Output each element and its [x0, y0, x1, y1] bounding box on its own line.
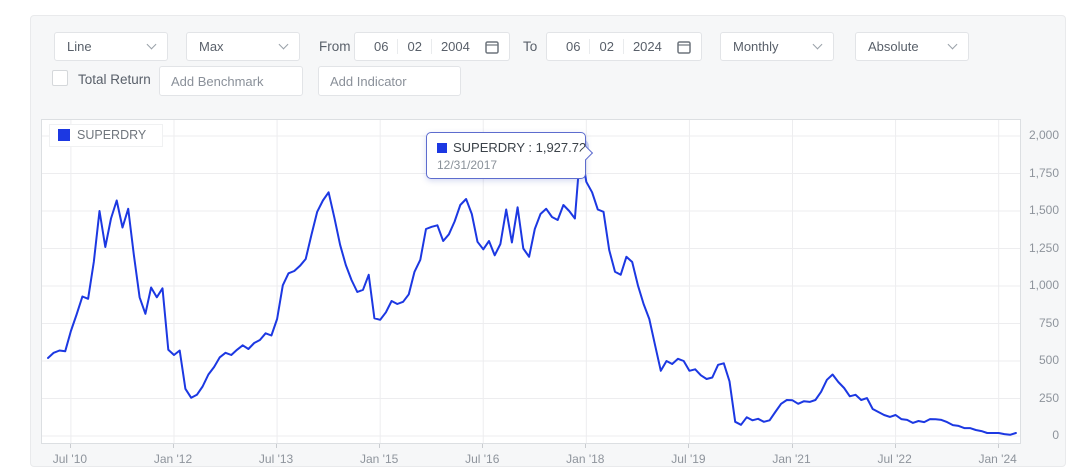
chart-plot-area[interactable]: SUPERDRY SUPERDRY : 1,927.72 12/31/2017 — [41, 119, 1021, 444]
date-separator — [589, 39, 591, 54]
legend-series-label: SUPERDRY — [77, 128, 147, 142]
calendar-icon[interactable] — [677, 40, 691, 54]
chart-tooltip: SUPERDRY : 1,927.72 12/31/2017 — [426, 132, 594, 179]
y-axis-label: 500 — [1038, 353, 1059, 367]
add-indicator-input[interactable] — [318, 66, 461, 96]
add-benchmark-input[interactable] — [159, 66, 303, 96]
total-return-label: Total Return — [78, 72, 151, 87]
mode-select[interactable]: Absolute — [855, 32, 969, 61]
chart-type-value: Line — [67, 39, 92, 54]
to-year[interactable]: 2024 — [632, 39, 662, 54]
x-axis-tick — [585, 444, 587, 448]
x-axis-tick — [688, 444, 690, 448]
y-axis-label: 250 — [1038, 390, 1059, 405]
x-axis-tick — [482, 444, 484, 448]
from-month[interactable]: 06 — [374, 39, 389, 54]
y-axis-label: 2,000 — [1028, 128, 1059, 142]
calendar-icon[interactable] — [485, 40, 499, 54]
x-axis-label: Jul '19 — [671, 452, 706, 466]
y-axis-label: 1,250 — [1028, 240, 1059, 255]
to-month[interactable]: 06 — [566, 39, 581, 54]
x-axis-label: Jul '16 — [465, 452, 500, 466]
x-axis-label: Jul '13 — [258, 452, 294, 466]
series-color-swatch — [58, 129, 70, 141]
mode-value: Absolute — [868, 39, 919, 54]
date-separator — [397, 39, 399, 54]
x-axis-tick — [997, 444, 999, 448]
tooltip-date-text: 12/31/2017 — [437, 158, 498, 172]
range-value: Max — [199, 39, 224, 54]
x-axis-tick — [276, 444, 278, 448]
y-axis-label: 1,500 — [1028, 203, 1059, 217]
total-return-checkbox[interactable] — [52, 70, 68, 86]
from-date-input[interactable]: 06 02 2004 — [354, 32, 510, 61]
x-axis-label: Jul '10 — [52, 452, 88, 466]
x-axis-label: Jan '12 — [153, 452, 193, 466]
from-year[interactable]: 2004 — [440, 39, 470, 54]
y-axis-label: 750 — [1038, 315, 1059, 330]
to-date-input[interactable]: 06 02 2024 — [546, 32, 702, 61]
frequency-value: Monthly — [733, 39, 779, 54]
x-axis-tick — [172, 444, 174, 448]
x-axis-tick — [894, 444, 896, 448]
chevron-down-icon — [947, 39, 958, 50]
x-axis-label: Jan '21 — [772, 452, 811, 466]
y-axis-label: 1,000 — [1028, 278, 1059, 292]
to-day[interactable]: 02 — [599, 39, 614, 54]
chevron-down-icon — [278, 39, 289, 50]
legend: SUPERDRY — [49, 124, 164, 147]
chevron-down-icon — [146, 39, 157, 50]
x-axis-label: Jan '15 — [359, 452, 399, 466]
range-select[interactable]: Max — [186, 32, 300, 61]
frequency-select[interactable]: Monthly — [720, 32, 834, 61]
date-separator — [622, 39, 624, 54]
chart-type-select[interactable]: Line — [54, 32, 168, 61]
x-axis-tick — [379, 444, 381, 448]
x-axis-label: Jan '18 — [566, 452, 605, 466]
date-separator — [430, 39, 432, 54]
chevron-down-icon — [812, 39, 823, 50]
y-axis-label: 0 — [1052, 428, 1059, 442]
from-label: From — [319, 39, 351, 54]
tooltip-value-text: SUPERDRY : 1,927.72 — [453, 140, 587, 155]
from-day[interactable]: 02 — [407, 39, 422, 54]
tooltip-series-swatch — [437, 142, 447, 153]
y-axis-label: 1,750 — [1028, 165, 1059, 180]
x-axis-tick — [69, 444, 71, 448]
x-axis-label: Jul '22 — [877, 452, 912, 466]
x-axis-label: Jan '24 — [978, 452, 1017, 466]
chart-widget-panel: Line Max From 06 02 2004 To 06 02 2024 M… — [30, 15, 1066, 467]
x-axis-tick — [791, 444, 793, 448]
to-label: To — [523, 39, 538, 54]
